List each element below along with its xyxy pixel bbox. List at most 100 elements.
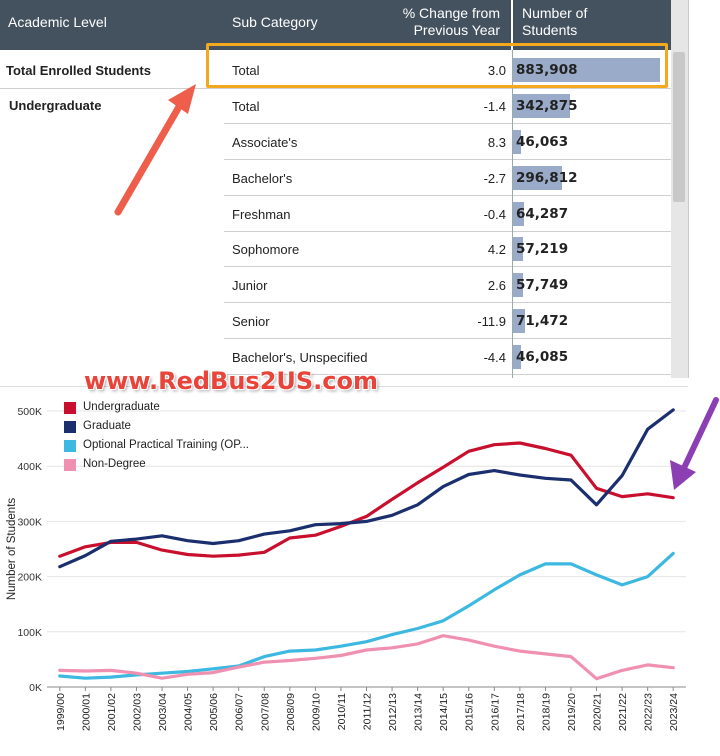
scrollbar-thumb[interactable] [673, 52, 685, 202]
x-tick-label: 2000/01 [80, 693, 92, 731]
student-count-bar [513, 130, 521, 154]
y-axis-label: Number of Students [6, 498, 18, 601]
student-count-value: 296,812 [516, 170, 578, 186]
row-pct-change: 3.0 [487, 63, 506, 78]
header-pct-change-line1[interactable]: % Change from [402, 5, 500, 21]
header-students-line1[interactable]: Number of [522, 5, 588, 21]
row-divider [224, 374, 671, 375]
row-sub-category: Total [232, 63, 260, 78]
row-divider [224, 123, 671, 124]
legend-swatch [64, 459, 76, 471]
student-count-bar [513, 237, 523, 261]
row-student-bar-cell[interactable]: 57,219 [513, 231, 671, 265]
y-tick-label: 400K [17, 461, 42, 473]
student-count-bar [513, 166, 563, 190]
legend-label: Undergraduate [83, 401, 160, 413]
highlight-box [206, 43, 668, 88]
header-divider [511, 0, 513, 50]
enrollment-line-chart: 0K 100K 200K 300K 400K 500K 1999/00 2000/01 2001… [0, 386, 688, 749]
row-pct-change: 2.6 [487, 278, 506, 293]
row-pct-change: 8.3 [487, 135, 506, 150]
x-tick-label: 2002/03 [131, 693, 143, 731]
row-sub-category: Sophomore [232, 242, 300, 257]
x-tick-label: 2003/04 [157, 693, 169, 731]
x-tick-label: 2015/16 [464, 693, 476, 731]
x-tick-label: 2022/23 [643, 693, 655, 731]
row-pct-change: -11.9 [477, 314, 506, 329]
row-student-bar-cell[interactable]: 296,812 [513, 160, 671, 194]
row-pct-change: -0.4 [483, 207, 506, 222]
row-sub-category: Total [232, 99, 260, 114]
row-student-bar-cell[interactable]: 46,085 [513, 339, 671, 373]
row-sub-category: Bachelor's, Unspecified [232, 350, 368, 365]
table-header-right: Number of Students [513, 0, 671, 50]
level-total-enrolled: Total Enrolled Students [6, 63, 151, 78]
x-tick-label: 2017/18 [515, 693, 527, 731]
x-tick-label: 1999/00 [55, 693, 67, 731]
chart-svg: 0K 100K 200K 300K 400K 500K 1999/00 2000/01 2001… [6, 406, 686, 731]
x-tick-label: 2023/24 [668, 693, 680, 731]
row-pct-change: 4.2 [487, 242, 506, 257]
row-pct-change: -4.4 [483, 350, 506, 365]
x-tick-label: 2013/14 [413, 693, 425, 731]
row-student-bar-cell[interactable]: 883,908 [513, 52, 671, 86]
student-count-value: 71,472 [516, 313, 569, 329]
x-tick-label: 2019/20 [566, 693, 578, 731]
student-count-value: 342,875 [516, 98, 578, 114]
series-line [58, 634, 675, 681]
level-undergraduate: Undergraduate [9, 98, 102, 113]
header-pct-change-line2: Previous Year [413, 22, 500, 38]
student-count-bar [513, 58, 660, 82]
row-pct-change: -2.7 [483, 171, 506, 186]
x-tick-label: 2009/10 [310, 693, 322, 731]
row-student-bar-cell[interactable]: 57,749 [513, 267, 671, 301]
row-divider [224, 302, 671, 303]
header-sub-category[interactable]: Sub Category [232, 14, 318, 30]
legend-swatch [64, 421, 76, 433]
row-student-bar-cell[interactable]: 71,472 [513, 303, 671, 337]
x-tick-label: 2010/11 [336, 693, 348, 730]
student-count-bar [513, 345, 521, 369]
header-students-line2: Students [522, 22, 578, 38]
y-tick-label: 100K [17, 627, 42, 639]
x-tick-label: 2014/15 [438, 693, 450, 731]
student-count-value: 57,749 [516, 277, 569, 293]
x-tick-label: 2016/17 [489, 693, 501, 731]
x-tick-label: 2007/08 [259, 693, 271, 731]
y-tick-label: 300K [17, 516, 42, 528]
student-count-value: 64,287 [516, 206, 569, 222]
legend-label: Optional Practical Training (OP... [83, 439, 249, 451]
row-pct-change: -1.4 [483, 99, 506, 114]
series-line [58, 441, 675, 558]
row-sub-category: Freshman [232, 207, 291, 222]
y-tick-label: 500K [17, 406, 42, 418]
bar-column-divider [512, 50, 513, 378]
legend-swatch [64, 440, 76, 452]
legend-label: Non-Degree [83, 458, 146, 470]
x-tick-label: 2004/05 [183, 693, 195, 731]
student-count-value: 883,908 [516, 62, 578, 78]
row-sub-category: Senior [232, 314, 270, 329]
row-student-bar-cell[interactable]: 46,063 [513, 124, 671, 158]
header-academic-level[interactable]: Academic Level [8, 14, 107, 30]
student-count-bar [513, 202, 524, 226]
x-tick-label: 2008/09 [285, 693, 297, 731]
legend-label: Graduate [83, 420, 131, 432]
x-tick-label: 2011/12 [362, 693, 374, 730]
row-divider [224, 231, 671, 232]
x-tick-label: 2001/02 [106, 693, 118, 731]
row-student-bar-cell[interactable]: 64,287 [513, 196, 671, 230]
x-tick-label: 2018/19 [540, 693, 552, 731]
row-sub-category: Bachelor's [232, 171, 293, 186]
student-count-value: 57,219 [516, 241, 569, 257]
row-student-bar-cell[interactable]: 342,875 [513, 88, 671, 122]
row-divider [224, 266, 671, 267]
x-tick-label: 2020/21 [592, 693, 604, 731]
enrollment-table: Academic Level Sub Category % Change fro… [0, 0, 689, 378]
x-tick-label: 2006/07 [234, 693, 246, 731]
series-line [58, 408, 675, 569]
y-tick-label: 200K [17, 572, 42, 584]
student-count-bar [513, 309, 525, 333]
y-tick-label: 0K [29, 682, 42, 694]
table-header-left: Academic Level Sub Category % Change fro… [0, 0, 511, 50]
